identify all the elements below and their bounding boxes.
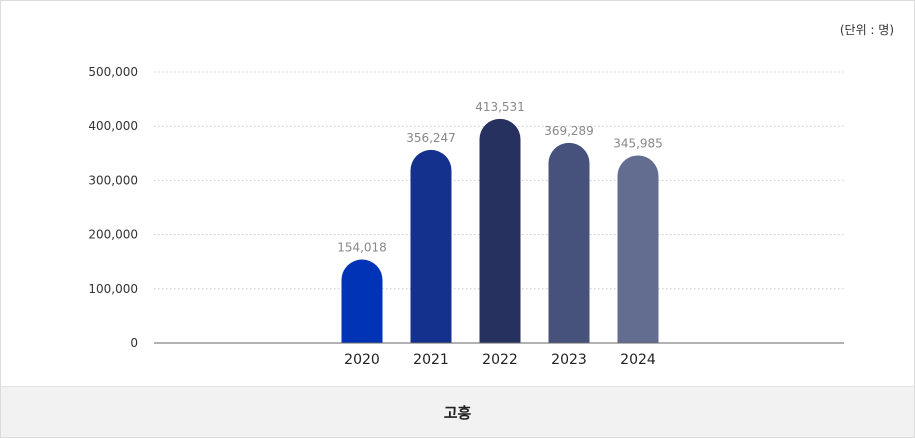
y-tick-label: 400,000 (88, 119, 138, 133)
x-tick-label: 2020 (344, 352, 380, 368)
value-label: 369,289 (544, 124, 594, 138)
y-tick-label: 300,000 (88, 173, 138, 187)
y-tick-label: 100,000 (88, 282, 138, 296)
unit-label: (단위 : 명) (839, 23, 894, 37)
y-tick-label: 200,000 (88, 228, 138, 242)
x-tick-label: 2021 (413, 352, 449, 368)
bar-2020 (341, 259, 383, 343)
x-tick-label: 2023 (551, 352, 587, 368)
bar-2023 (548, 142, 590, 343)
x-tick-label: 2024 (620, 352, 656, 368)
y-tick-label: 0 (130, 336, 138, 350)
footer-region-label: 고흥 (1, 386, 914, 437)
bar-2021 (410, 149, 452, 343)
bar-chart: 0 100,000 200,000 300,000 400,000 500,000 154… (88, 65, 844, 368)
x-tick-label: 2022 (482, 352, 518, 368)
value-label: 345,985 (613, 136, 663, 150)
bar-2022 (479, 118, 521, 343)
y-tick-label: 500,000 (88, 65, 138, 79)
value-label: 413,531 (475, 100, 525, 114)
value-label: 154,018 (337, 241, 387, 255)
value-labels: 154,018 356,247 413,531 369,289 345,985 (337, 100, 663, 255)
x-axis-ticks: 2020 2021 2022 2023 2024 (344, 352, 656, 368)
y-axis-ticks: 0 100,000 200,000 300,000 400,000 500,000 (88, 65, 138, 350)
bars (341, 118, 659, 343)
bar-2024 (617, 155, 659, 343)
value-label: 356,247 (406, 131, 456, 145)
